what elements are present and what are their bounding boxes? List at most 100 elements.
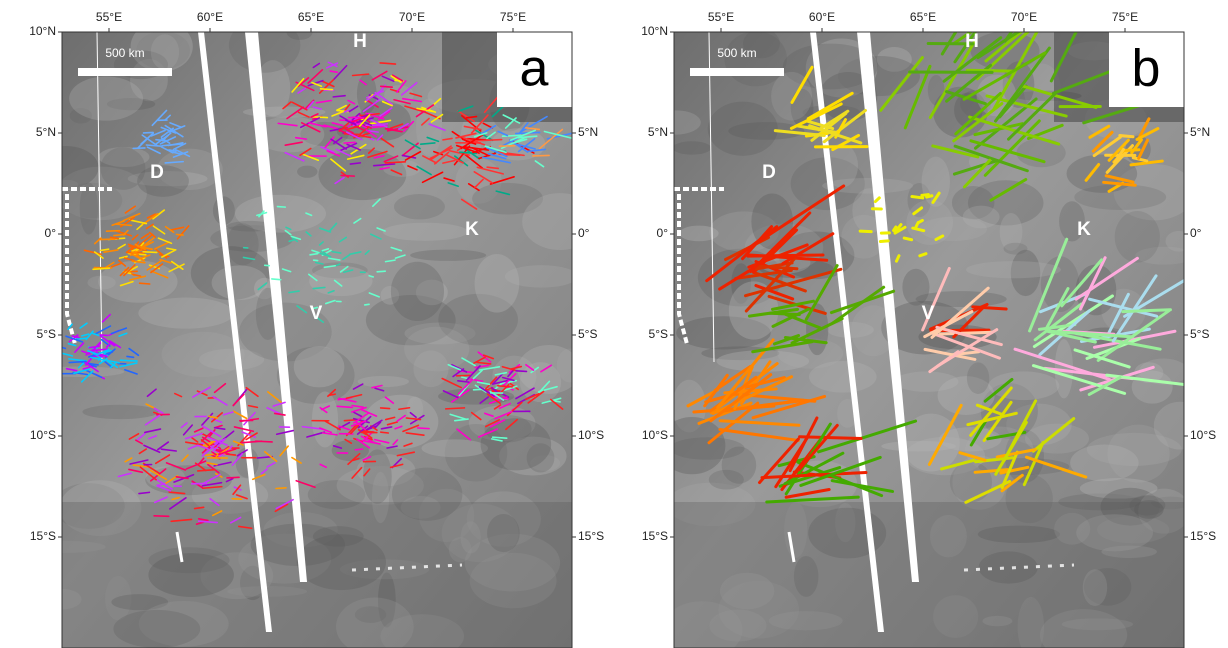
terrain	[1107, 425, 1169, 483]
terrain	[287, 25, 313, 39]
lineament	[919, 220, 923, 222]
lineament	[498, 386, 512, 387]
lineament	[377, 271, 385, 272]
lineament	[381, 86, 392, 87]
lineament	[341, 175, 354, 176]
feature-label: H	[353, 31, 367, 52]
scale-bar	[78, 68, 172, 76]
lon-label: 55°E	[708, 10, 734, 24]
scale-bar-label: 500 km	[717, 46, 756, 60]
terrain	[520, 362, 561, 402]
lat-label: 5°S	[649, 327, 668, 341]
feature-label: D	[150, 162, 164, 183]
feature-label: V	[922, 303, 935, 324]
lon-label: 70°E	[1011, 10, 1037, 24]
lineament	[93, 268, 109, 269]
terrain	[101, 147, 146, 190]
lat-label: 5°S	[578, 327, 597, 341]
feature-label: H	[965, 31, 979, 52]
lat-label: 10°S	[1190, 428, 1216, 442]
dark-area	[674, 502, 1184, 648]
terrain	[522, 193, 598, 250]
terrain	[294, 346, 345, 387]
lineament	[278, 207, 286, 208]
terrain	[33, 146, 99, 189]
terrain	[358, 376, 409, 387]
map-panel: 500 kmaHDKV55°E60°E65°E70°E75°E10°N5°N0°…	[20, 10, 604, 648]
terrain	[410, 250, 486, 261]
lineament	[140, 283, 150, 284]
terrain	[971, 31, 1040, 70]
lineament	[232, 499, 241, 500]
lineament	[1124, 150, 1139, 151]
lat-label: 10°N	[29, 24, 56, 38]
lon-label: 75°E	[1112, 10, 1138, 24]
terrain	[963, 206, 1000, 229]
lat-label: 0°	[45, 226, 57, 240]
lat-label: 5°N	[648, 125, 668, 139]
lineament	[1123, 310, 1171, 312]
lineament	[76, 338, 87, 339]
terrain	[422, 439, 489, 457]
terrain	[928, 75, 945, 105]
scale-bar-label: 500 km	[105, 46, 144, 60]
lineament	[154, 516, 169, 517]
lineament	[143, 252, 157, 253]
lon-label: 75°E	[500, 10, 526, 24]
lineament	[381, 432, 389, 433]
terrain	[309, 266, 372, 296]
panel-label: b	[1132, 40, 1161, 98]
terrain	[297, 166, 317, 178]
feature-label: K	[465, 219, 479, 240]
lineament	[922, 195, 929, 196]
lineament	[272, 279, 281, 280]
terrain	[1067, 154, 1138, 192]
lat-label: 15°S	[578, 529, 604, 543]
lon-label: 65°E	[910, 10, 936, 24]
terrain	[557, 348, 583, 382]
lat-label: 10°S	[578, 428, 604, 442]
lat-label: 5°S	[37, 327, 56, 341]
lineament	[353, 117, 364, 118]
lineament	[418, 428, 429, 429]
lat-label: 10°N	[641, 24, 668, 38]
lat-label: 15°S	[1190, 529, 1216, 543]
lineament	[69, 361, 86, 362]
terrain	[212, 265, 268, 300]
map-image	[20, 18, 598, 648]
lat-label: 0°	[578, 226, 590, 240]
lineament	[120, 360, 137, 361]
lon-label: 55°E	[96, 10, 122, 24]
lineament	[516, 371, 526, 372]
lineament	[355, 449, 362, 450]
terrain	[391, 262, 444, 321]
terrain	[229, 18, 300, 73]
lon-label: 60°E	[197, 10, 223, 24]
dark-area	[62, 502, 572, 648]
lineament	[860, 231, 871, 232]
terrain	[722, 447, 757, 484]
lineament	[380, 63, 395, 64]
lon-label: 60°E	[809, 10, 835, 24]
terrain	[967, 362, 989, 394]
lineament	[365, 304, 369, 305]
map-panel: 500 kmbHDKV55°E60°E65°E70°E75°E10°N5°N0°…	[641, 0, 1216, 648]
lat-label: 5°N	[36, 125, 56, 139]
terrain	[404, 327, 469, 372]
lineament	[321, 89, 333, 90]
terrain	[1115, 211, 1160, 263]
terrain	[82, 405, 158, 419]
terrain	[906, 200, 953, 245]
lineament	[369, 276, 373, 277]
panel-label: a	[520, 40, 549, 98]
lineament	[493, 437, 507, 438]
terrain	[475, 254, 520, 313]
lineament	[904, 238, 911, 240]
terrain	[394, 194, 445, 219]
lon-label: 65°E	[298, 10, 324, 24]
feature-label: K	[1077, 219, 1091, 240]
terrain	[151, 34, 179, 70]
lineament	[381, 408, 390, 409]
terrain	[673, 141, 711, 154]
lineament	[880, 241, 888, 242]
